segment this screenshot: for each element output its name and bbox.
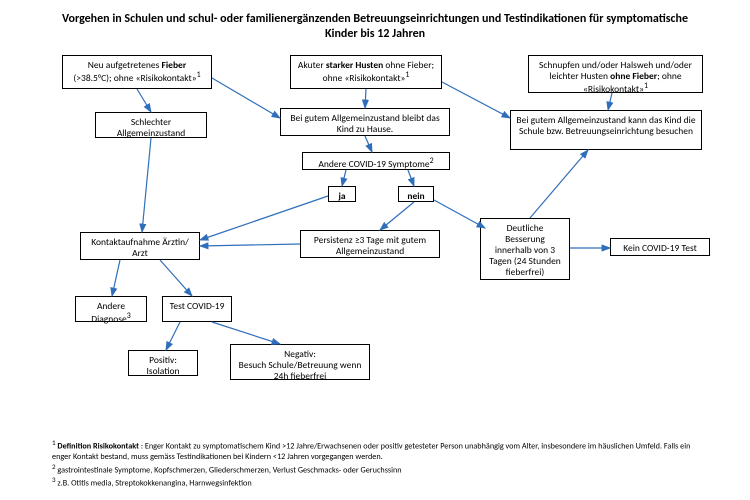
node-test-covid: Test COVID-19 <box>162 296 232 322</box>
node-positive: Positiv: Isolation <box>128 350 198 376</box>
node-fever: Neu aufgetretenes Fieber (>38.5°C); ohne… <box>62 55 212 89</box>
node-other-diagnosis: Andere Diagnose3 <box>75 296 147 322</box>
flowchart-page: Vorgehen in Schulen und schul- oder fami… <box>0 0 750 500</box>
footnotes: 1 Definition Risikokontakt : Enger Konta… <box>52 439 700 490</box>
node-persistence: Persistenz ≥3 Tage mit gutem Allgemeinzu… <box>300 230 440 258</box>
node-cough: Akuter starker Husten ohne Fieber; ohne … <box>290 55 442 89</box>
node-other-symptoms: Andere COVID-19 Symptome2 <box>302 152 450 170</box>
node-cold: Schnupfen und/oder Halsweh und/oder leic… <box>528 55 703 93</box>
node-no: nein <box>398 186 434 202</box>
node-negative: Negativ:Besuch Schule/Betreuung wenn 24h… <box>230 344 370 380</box>
chart-title: Vorgehen in Schulen und schul- oder fami… <box>60 12 690 42</box>
node-yes: ja <box>328 186 356 202</box>
footnote-1: 1 Definition Risikokontakt : Enger Konta… <box>52 439 700 462</box>
node-contact-doctor: Kontaktaufnahme Ärztin/ Arzt <box>80 232 200 260</box>
footnote-2: 2 gastrointestinale Symptome, Kopfschmer… <box>52 463 700 477</box>
footnote-3: 3 z.B. Otitis media, Streptokokkenangina… <box>52 476 700 490</box>
node-no-test: Kein COVID-19 Test <box>610 238 710 256</box>
node-bad-general-state: Schlechter Allgemeinzustand <box>95 112 207 138</box>
node-good-state-school: Bei gutem Allgemeinzustand kann das Kind… <box>510 110 702 150</box>
node-improvement: Deutliche Besserung innerhalb von 3 Tage… <box>480 218 570 280</box>
node-good-state-home: Bei gutem Allgemeinzustand bleibt das Ki… <box>280 108 450 136</box>
